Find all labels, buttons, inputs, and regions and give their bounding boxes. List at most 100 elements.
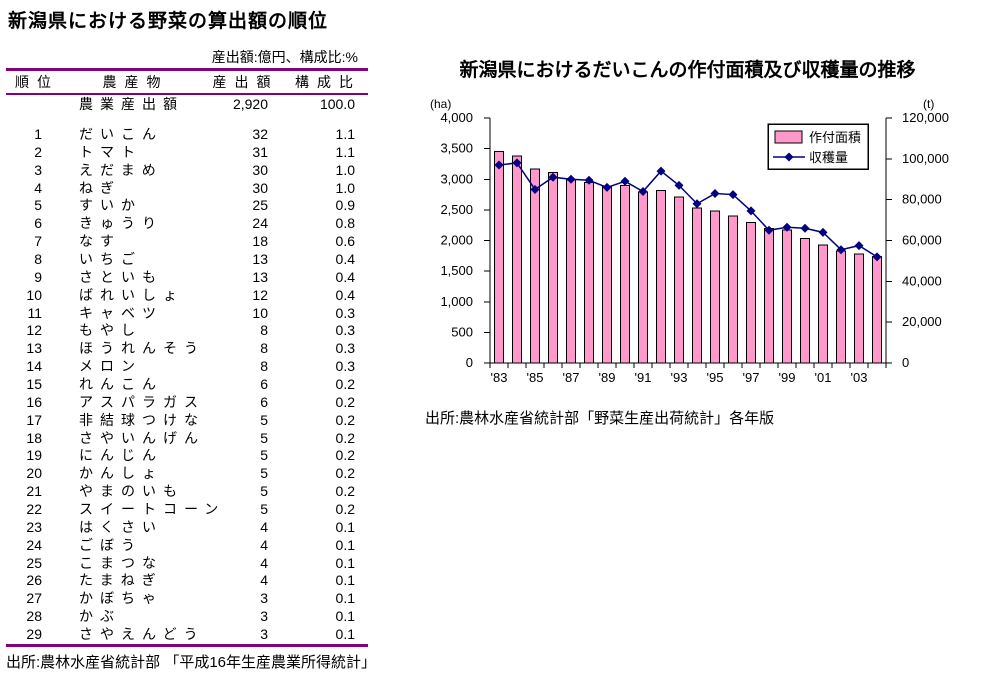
share-cell: 0.1	[335, 590, 355, 607]
product-cell: こまつな	[79, 554, 163, 571]
rank-cell: 13	[26, 340, 42, 357]
table-row: 22 スイートコーン 5 0.2	[6, 501, 368, 519]
rank-cell: 11	[27, 304, 42, 321]
axis-label: 60,000	[902, 233, 942, 248]
diamond-marker	[746, 206, 756, 216]
diamond-marker	[620, 176, 630, 186]
axis-label: 1,500	[440, 263, 473, 278]
rank-cell: 28	[26, 608, 42, 625]
output-cell: 12	[252, 286, 268, 303]
axis-label: 2,500	[440, 202, 473, 217]
axis-label: '99	[779, 370, 796, 385]
output-cell: 10	[252, 304, 268, 321]
share-cell: 0.2	[335, 393, 355, 410]
output-cell: 30	[252, 161, 268, 178]
table-row: 3 えだまめ 30 1.0	[6, 162, 368, 180]
bar	[782, 229, 792, 364]
rank-cell: 8	[34, 251, 42, 268]
bar	[656, 189, 666, 364]
table-row: 9 さといも 13 0.4	[6, 269, 368, 287]
output-cell: 24	[252, 215, 268, 232]
planted-area-bars	[494, 151, 882, 364]
share-cell: 0.9	[335, 197, 355, 214]
product-cell: やまのいも	[79, 483, 184, 500]
share-cell: 0.1	[335, 626, 355, 643]
output-cell: 30	[252, 179, 268, 196]
rank-cell: 2	[34, 143, 42, 160]
product-cell: はくさい	[79, 518, 163, 535]
diamond-marker	[692, 199, 702, 209]
rank-cell: 7	[34, 233, 42, 250]
bar	[566, 179, 576, 364]
axis-label: 3,000	[440, 171, 473, 186]
bar	[746, 222, 756, 364]
share-cell: 0.6	[335, 233, 355, 250]
axis-label: '95	[707, 370, 724, 385]
product-cell: ごぼう	[79, 536, 142, 553]
table-row: 12 もやし 8 0.3	[6, 322, 368, 340]
col-header-output: 産出額	[212, 74, 279, 90]
diamond-marker	[818, 227, 828, 237]
bar	[530, 168, 540, 364]
share-cell: 0.2	[335, 429, 355, 446]
share-cell: 0.4	[335, 251, 355, 268]
share-cell: 0.2	[335, 411, 355, 428]
share-cell: 0.3	[335, 358, 355, 375]
legend-box	[767, 123, 869, 170]
axis-label: '83	[491, 370, 508, 385]
table-header-row: 順位 農産物 産出額 構成比	[6, 71, 368, 95]
rank-cell: 14	[26, 358, 42, 375]
product-cell: れんこん	[79, 376, 163, 393]
share-cell: 0.1	[335, 572, 355, 589]
rank-cell: 1	[34, 126, 42, 142]
output-cell: 4	[260, 518, 268, 535]
table-row: 29 さやえんどう 3 0.1	[6, 626, 368, 644]
rank-cell: 10	[26, 286, 42, 303]
product-cell: 農業産出額	[79, 96, 184, 112]
output-cell: 5	[260, 447, 268, 464]
table-row: 7 なす 18 0.6	[6, 233, 368, 251]
output-cell: 5	[260, 411, 268, 428]
share-cell: 1.0	[335, 179, 355, 196]
bar	[584, 181, 594, 364]
axis-label: 2,000	[440, 233, 473, 248]
table-row: 19 にんじん 5 0.2	[6, 447, 368, 465]
table-body: 1 だいこん 32 1.1 2 トマト 31 1.1 3 えだまめ 30 1.0 4 ねぎ 30 1.0 5 すい…	[6, 126, 368, 644]
bar	[710, 210, 720, 364]
units-note: 産出額:億円、構成比:%	[211, 49, 358, 65]
output-cell: 25	[252, 197, 268, 214]
rank-cell: 25	[26, 554, 42, 571]
product-cell: トマト	[79, 143, 142, 160]
col-header-product: 農産物	[102, 74, 169, 90]
axis-label: '97	[743, 370, 760, 385]
output-cell: 4	[260, 554, 268, 571]
vegetable-ranking-table: 順位 農産物 産出額 構成比 農業産出額 2,920 100.0 1 だいこん 32…	[6, 68, 368, 647]
axis-label: '01	[815, 370, 832, 385]
col-header-rank: 順位	[15, 74, 59, 90]
share-cell: 0.2	[335, 447, 355, 464]
rank-cell: 9	[34, 268, 42, 285]
share-cell: 100.0	[319, 96, 355, 112]
table-row: 15 れんこん 6 0.2	[6, 376, 368, 394]
product-cell: さやえんどう	[79, 626, 205, 643]
axis-label: (ha)	[430, 97, 451, 111]
share-cell: 0.2	[335, 483, 355, 500]
output-cell: 5	[260, 483, 268, 500]
share-cell: 1.1	[335, 143, 355, 160]
table-row: 6 きゅうり 24 0.8	[6, 215, 368, 233]
output-cell: 6	[260, 376, 268, 393]
output-cell: 32	[252, 126, 268, 142]
share-cell: 0.1	[335, 536, 355, 553]
rank-cell: 16	[26, 393, 42, 410]
output-cell: 31	[252, 143, 268, 160]
harvest-markers	[494, 158, 882, 262]
axis-label: 0	[466, 355, 473, 370]
share-cell: 0.3	[335, 340, 355, 357]
bar	[818, 244, 828, 364]
axis-label: (t)	[923, 97, 934, 111]
axis-label: '03	[851, 370, 868, 385]
diamond-marker	[674, 180, 684, 190]
table-row: 25 こまつな 4 0.1	[6, 555, 368, 573]
bar	[512, 155, 522, 364]
table-row: 10 ばれいしょ 12 0.4	[6, 287, 368, 305]
